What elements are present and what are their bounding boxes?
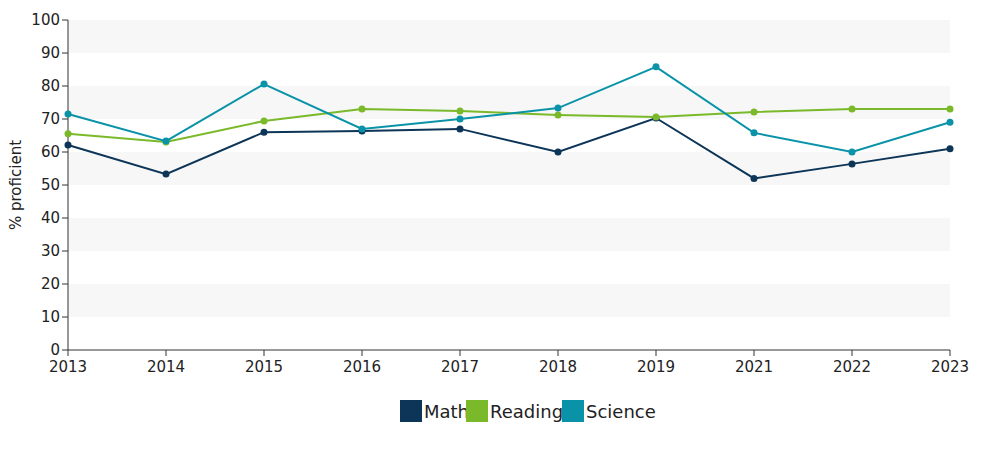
y-tick: [62, 185, 68, 186]
grid-band: [68, 185, 950, 218]
y-tick-label: 40: [41, 209, 60, 227]
series-point: [653, 63, 660, 70]
y-tick: [62, 20, 68, 21]
x-tick-label: 2017: [441, 358, 479, 376]
legend-label: Science: [586, 401, 656, 422]
series-point: [457, 125, 464, 132]
series-point: [65, 142, 72, 149]
x-tick: [950, 350, 951, 356]
series-point: [947, 145, 954, 152]
grid-band: [68, 284, 950, 317]
x-tick: [852, 350, 853, 356]
series-point: [751, 129, 758, 136]
x-tick-label: 2021: [735, 358, 773, 376]
y-tick-label: 90: [41, 44, 60, 62]
x-tick-label: 2016: [343, 358, 381, 376]
y-tick-label: 70: [41, 110, 60, 128]
plot-area: [65, 63, 954, 182]
x-tick-label: 2014: [147, 358, 185, 376]
series-point: [751, 175, 758, 182]
x-tick-label: 2023: [931, 358, 969, 376]
series-point: [849, 149, 856, 156]
series-point: [261, 117, 268, 124]
y-tick-label: 50: [41, 176, 60, 194]
series-point: [457, 116, 464, 123]
series-line: [68, 67, 950, 152]
x-tick-label: 2013: [49, 358, 87, 376]
x-tick: [166, 350, 167, 356]
series-point: [653, 114, 660, 121]
series-point: [555, 112, 562, 119]
legend-swatch: [562, 400, 584, 422]
series-point: [555, 149, 562, 156]
legend-swatch: [466, 400, 488, 422]
y-tick-label: 0: [50, 341, 60, 359]
y-tick: [62, 86, 68, 87]
x-tick: [656, 350, 657, 356]
series-point: [261, 81, 268, 88]
y-tick: [62, 350, 68, 351]
y-axis: [68, 20, 69, 350]
y-tick-label: 80: [41, 77, 60, 95]
x-tick: [754, 350, 755, 356]
y-tick-label: 60: [41, 143, 60, 161]
x-tick: [362, 350, 363, 356]
series-point: [261, 129, 268, 136]
legend: Math Reading Science: [400, 400, 656, 422]
series-point: [65, 111, 72, 118]
grid-band: [68, 251, 950, 284]
y-tick-label: 30: [41, 242, 60, 260]
legend-swatch: [400, 400, 422, 422]
x-tick: [264, 350, 265, 356]
series-point: [163, 138, 170, 145]
series-point: [751, 109, 758, 116]
series-point: [849, 160, 856, 167]
x-tick-label: 2022: [833, 358, 871, 376]
y-tick: [62, 317, 68, 318]
legend-label: Reading: [490, 401, 563, 422]
series-point: [849, 106, 856, 113]
y-tick: [62, 284, 68, 285]
x-tick: [558, 350, 559, 356]
grid-band: [68, 20, 950, 53]
series-point: [457, 108, 464, 115]
series-point: [163, 171, 170, 178]
y-tick: [62, 251, 68, 252]
x-tick-label: 2015: [245, 358, 283, 376]
series-point: [653, 115, 660, 122]
series-line: [68, 118, 950, 178]
chart: 0 10 20 30 40 50 60 70 80 90 100 2013 2014 2015 2016 20…: [0, 0, 1000, 450]
x-tick: [460, 350, 461, 356]
y-tick: [62, 119, 68, 120]
y-tick: [62, 218, 68, 219]
y-tick-label: 10: [41, 308, 60, 326]
series-point: [359, 125, 366, 132]
series-point: [163, 139, 170, 146]
x-axis: [68, 350, 950, 351]
y-axis-label: % proficient: [7, 140, 25, 230]
grid-band: [68, 53, 950, 86]
y-tick: [62, 152, 68, 153]
series-point: [359, 106, 366, 113]
y-tick: [62, 53, 68, 54]
y-tick-label: 20: [41, 275, 60, 293]
series-point: [947, 106, 954, 113]
x-tick: [68, 350, 69, 356]
y-tick-label: 100: [31, 11, 60, 29]
x-tick-label: 2018: [539, 358, 577, 376]
series-point: [947, 119, 954, 126]
series-point: [555, 105, 562, 112]
grid-band: [68, 317, 950, 350]
grid-band: [68, 218, 950, 251]
series-point: [65, 130, 72, 137]
x-tick-label: 2019: [637, 358, 675, 376]
legend-label: Math: [424, 401, 469, 422]
